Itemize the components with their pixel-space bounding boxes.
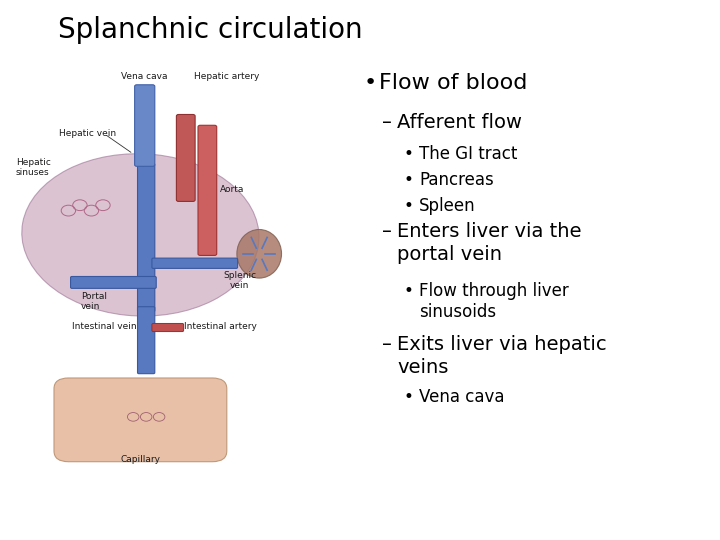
Text: Exits liver via hepatic
veins: Exits liver via hepatic veins: [397, 335, 607, 376]
Ellipse shape: [237, 230, 282, 278]
Text: •: •: [403, 145, 413, 163]
FancyBboxPatch shape: [54, 378, 227, 462]
Text: •: •: [403, 282, 413, 300]
Text: Spleen: Spleen: [419, 197, 476, 214]
Text: •: •: [364, 73, 377, 93]
Text: Intestinal artery: Intestinal artery: [184, 322, 257, 331]
Text: Vena cava: Vena cava: [419, 388, 505, 406]
FancyBboxPatch shape: [135, 85, 155, 166]
Text: Afferent flow: Afferent flow: [397, 113, 523, 132]
Text: Capillary: Capillary: [120, 455, 161, 464]
Text: Flow of blood: Flow of blood: [379, 73, 528, 93]
Text: Portal
vein: Portal vein: [81, 292, 107, 311]
Text: Enters liver via the
portal vein: Enters liver via the portal vein: [397, 222, 582, 264]
FancyBboxPatch shape: [71, 276, 156, 288]
Text: •: •: [403, 197, 413, 214]
Text: •: •: [403, 171, 413, 188]
Text: Hepatic vein: Hepatic vein: [59, 130, 116, 138]
Text: Flow through liver
sinusoids: Flow through liver sinusoids: [419, 282, 569, 321]
Text: –: –: [382, 113, 392, 132]
Text: The GI tract: The GI tract: [419, 145, 518, 163]
Ellipse shape: [22, 154, 259, 316]
FancyBboxPatch shape: [152, 323, 184, 332]
FancyBboxPatch shape: [138, 307, 155, 374]
Text: Pancreas: Pancreas: [419, 171, 494, 188]
Text: Splenic
vein: Splenic vein: [223, 271, 256, 291]
Text: Hepatic artery: Hepatic artery: [194, 72, 260, 81]
Text: Aorta: Aorta: [220, 185, 244, 193]
FancyBboxPatch shape: [138, 164, 155, 312]
FancyBboxPatch shape: [152, 258, 238, 268]
Text: Intestinal vein: Intestinal vein: [72, 322, 137, 331]
Text: Splanchnic circulation: Splanchnic circulation: [58, 16, 362, 44]
FancyBboxPatch shape: [198, 125, 217, 255]
Text: •: •: [403, 388, 413, 406]
FancyBboxPatch shape: [176, 114, 195, 201]
Text: –: –: [382, 222, 392, 241]
Text: Vena cava: Vena cava: [122, 72, 168, 81]
Text: Hepatic
sinuses: Hepatic sinuses: [16, 158, 50, 177]
Text: –: –: [382, 335, 392, 354]
